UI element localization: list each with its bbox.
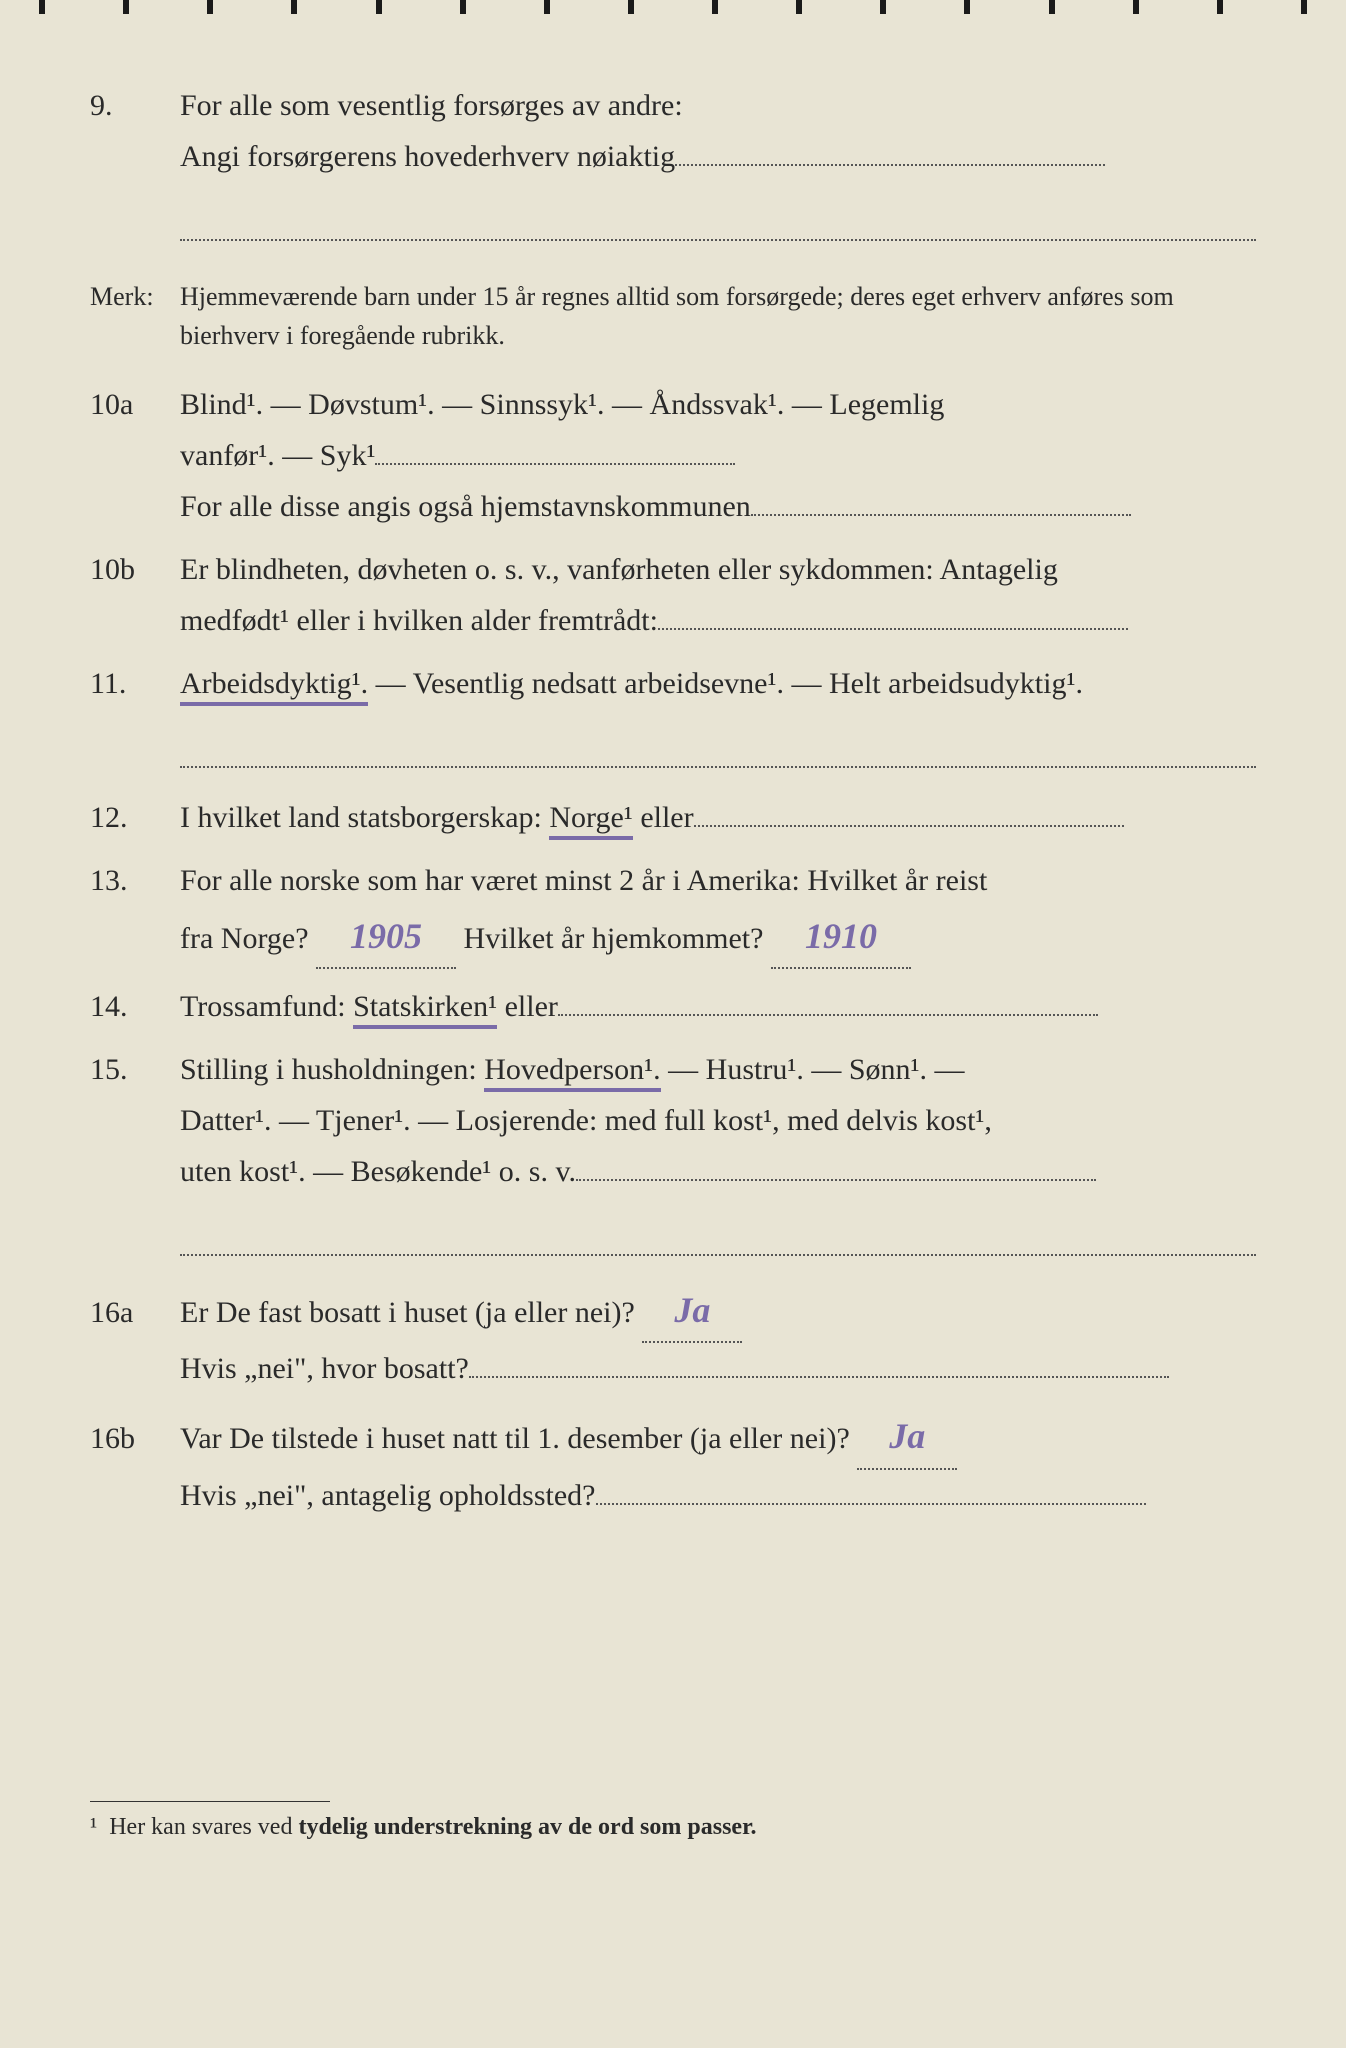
footnote: ¹ Her kan svares ved tydelig understrekn… <box>90 1814 1256 1841</box>
footnote-rule <box>90 1801 330 1802</box>
q16a-line2: Hvis „nei", hvor bosatt? <box>180 1343 1256 1394</box>
merk-text: Hjemmeværende barn under 15 år regnes al… <box>180 277 1256 355</box>
q13-line2a: fra Norge? <box>180 922 309 955</box>
q10a-num: 10a <box>90 379 180 430</box>
merk-label: Merk: <box>90 277 180 355</box>
q9-line1: For alle som vesentlig forsørges av andr… <box>180 80 1256 131</box>
q11: 11. Arbeidsdyktig¹. — Vesentlig nedsatt … <box>90 658 1256 780</box>
q13-answer-b: 1910 <box>771 906 911 969</box>
q11-content: Arbeidsdyktig¹. — Vesentlig nedsatt arbe… <box>180 658 1256 780</box>
q15-rest1: — Hustru¹. — Sønn¹. — <box>661 1053 965 1086</box>
q16b-line2-text: Hvis „nei", antagelig opholdssted? <box>180 1479 596 1512</box>
q13-answer-a: 1905 <box>316 906 456 969</box>
q9-content: For alle som vesentlig forsørges av andr… <box>180 80 1256 253</box>
q14-content: Trossamfund: Statskirken¹ eller <box>180 981 1256 1032</box>
q14-suffix: eller <box>497 990 558 1023</box>
q10b-line2-text: medfødt¹ eller i hvilken alder fremtrådt… <box>180 604 658 637</box>
q14-blank <box>558 1014 1098 1016</box>
q15: 15. Stilling i husholdningen: Hovedperso… <box>90 1044 1256 1268</box>
q10a-line3-text: For alle disse angis også hjemstavnskomm… <box>180 490 751 523</box>
q11-line: Arbeidsdyktig¹. — Vesentlig nedsatt arbe… <box>180 658 1256 709</box>
q13-line2: fra Norge? 1905 Hvilket år hjemkommet? 1… <box>180 906 1256 969</box>
q10b-blank <box>658 628 1128 630</box>
q9-blank <box>675 164 1105 166</box>
q16b-line1-text: Var De tilstede i huset natt til 1. dese… <box>180 1422 850 1455</box>
q13-num: 13. <box>90 855 180 906</box>
q11-rest: — Vesentlig nedsatt arbeidsevne¹. — Helt… <box>368 667 1083 700</box>
q16a-line1-text: Er De fast bosatt i huset (ja eller nei)… <box>180 1296 635 1329</box>
q15-line3: uten kost¹. — Besøkende¹ o. s. v. <box>180 1146 1256 1197</box>
q12-prefix: I hvilket land statsborgerskap: <box>180 801 549 834</box>
q10a-line2-text: vanfør¹. — Syk¹ <box>180 439 375 472</box>
q15-line1: Stilling i husholdningen: Hovedperson¹. … <box>180 1044 1256 1095</box>
q16b-content: Var De tilstede i huset natt til 1. dese… <box>180 1406 1256 1520</box>
q10b-line2: medfødt¹ eller i hvilken alder fremtrådt… <box>180 595 1256 646</box>
q11-underlined: Arbeidsdyktig¹. <box>180 667 368 706</box>
q9-line2: Angi forsørgerens hovederhverv nøiaktig <box>180 131 1256 182</box>
q11-num: 11. <box>90 658 180 709</box>
q12-suffix: eller <box>633 801 694 834</box>
q11-blank-line <box>180 721 1256 768</box>
q12-content: I hvilket land statsborgerskap: Norge¹ e… <box>180 792 1256 843</box>
q13-content: For alle norske som har været minst 2 år… <box>180 855 1256 969</box>
q16a-num: 16a <box>90 1287 180 1338</box>
form-page: 9. For alle som vesentlig forsørges av a… <box>0 0 1346 1901</box>
q10b-num: 10b <box>90 544 180 595</box>
footnote-marker: ¹ <box>90 1814 97 1840</box>
q12-underlined: Norge¹ <box>549 801 632 840</box>
q9-num: 9. <box>90 80 180 131</box>
q12-blank <box>694 825 1124 827</box>
q15-blank-line <box>180 1209 1256 1256</box>
q10a-line3: For alle disse angis også hjemstavnskomm… <box>180 481 1256 532</box>
q10b-line1: Er blindheten, døvheten o. s. v., vanfør… <box>180 544 1256 595</box>
q16b: 16b Var De tilstede i huset natt til 1. … <box>90 1406 1256 1520</box>
q15-line2: Datter¹. — Tjener¹. — Losjerende: med fu… <box>180 1095 1256 1146</box>
q16a-line2-text: Hvis „nei", hvor bosatt? <box>180 1352 469 1385</box>
q9: 9. For alle som vesentlig forsørges av a… <box>90 80 1256 253</box>
q15-prefix: Stilling i husholdningen: <box>180 1053 484 1086</box>
q10a-line1: Blind¹. — Døvstum¹. — Sinnssyk¹. — Åndss… <box>180 379 1256 430</box>
q10b-content: Er blindheten, døvheten o. s. v., vanfør… <box>180 544 1256 646</box>
q16a: 16a Er De fast bosatt i huset (ja eller … <box>90 1280 1256 1394</box>
q14-prefix: Trossamfund: <box>180 990 353 1023</box>
q16a-answer: Ja <box>642 1280 742 1343</box>
merk-row: Merk: Hjemmeværende barn under 15 år reg… <box>90 277 1256 355</box>
q16b-answer: Ja <box>857 1406 957 1469</box>
q16b-line1: Var De tilstede i huset natt til 1. dese… <box>180 1406 1256 1469</box>
q10a-content: Blind¹. — Døvstum¹. — Sinnssyk¹. — Åndss… <box>180 379 1256 532</box>
q16b-line2: Hvis „nei", antagelig opholdssted? <box>180 1470 1256 1521</box>
q15-underlined: Hovedperson¹. <box>484 1053 660 1092</box>
q16b-blank <box>596 1503 1146 1505</box>
footnote-bold: tydelig understrekning av de ord som pas… <box>298 1814 756 1840</box>
q10b: 10b Er blindheten, døvheten o. s. v., va… <box>90 544 1256 646</box>
q10a: 10a Blind¹. — Døvstum¹. — Sinnssyk¹. — Å… <box>90 379 1256 532</box>
q16a-content: Er De fast bosatt i huset (ja eller nei)… <box>180 1280 1256 1394</box>
q15-content: Stilling i husholdningen: Hovedperson¹. … <box>180 1044 1256 1268</box>
q12: 12. I hvilket land statsborgerskap: Norg… <box>90 792 1256 843</box>
q16a-line1: Er De fast bosatt i huset (ja eller nei)… <box>180 1280 1256 1343</box>
q10a-blank1 <box>375 463 735 465</box>
q14: 14. Trossamfund: Statskirken¹ eller <box>90 981 1256 1032</box>
q12-num: 12. <box>90 792 180 843</box>
q9-line2-text: Angi forsørgerens hovederhverv nøiaktig <box>180 140 675 173</box>
q13-line2b: Hvilket år hjemkommet? <box>464 922 764 955</box>
q10a-blank2 <box>751 514 1131 516</box>
q14-underlined: Statskirken¹ <box>353 990 497 1029</box>
q15-num: 15. <box>90 1044 180 1095</box>
q13: 13. For alle norske som har været minst … <box>90 855 1256 969</box>
q15-blank <box>576 1179 1096 1181</box>
q10a-line2: vanfør¹. — Syk¹ <box>180 430 1256 481</box>
q13-line1: For alle norske som har været minst 2 år… <box>180 855 1256 906</box>
q15-line3-text: uten kost¹. — Besøkende¹ o. s. v. <box>180 1155 576 1188</box>
q14-num: 14. <box>90 981 180 1032</box>
q16a-blank <box>469 1376 1169 1378</box>
q9-blank-line <box>180 194 1256 241</box>
q16b-num: 16b <box>90 1413 180 1464</box>
